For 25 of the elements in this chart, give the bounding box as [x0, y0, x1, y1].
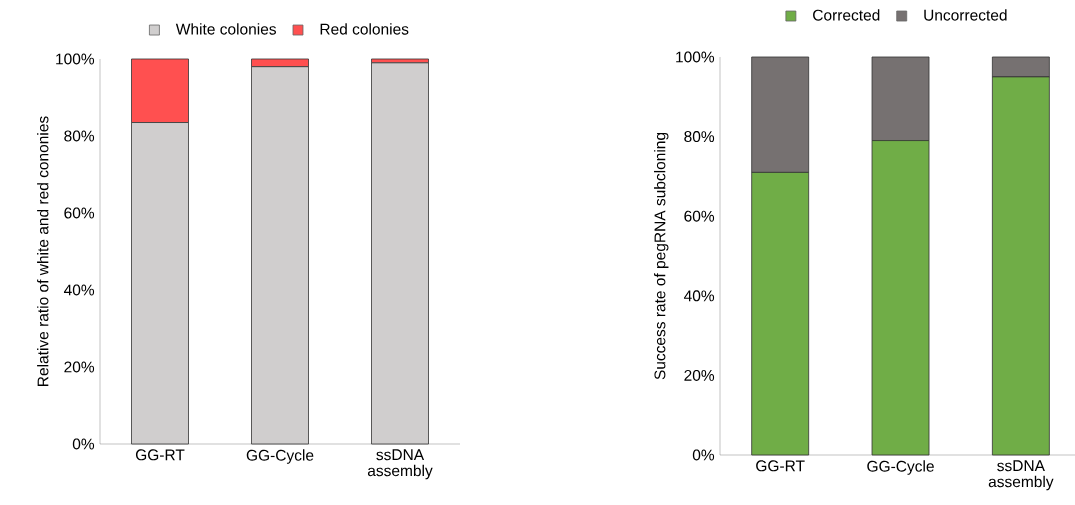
y-tick-label: 80% — [64, 130, 95, 142]
y-tick-label: 60% — [684, 210, 715, 222]
y-tick-label: 0% — [72, 438, 95, 450]
legend-label: Red colonies — [320, 23, 409, 35]
x-tick-label: GG-Cycle — [246, 449, 314, 464]
y-tick-label: 100% — [676, 51, 715, 63]
y-axis-title: Success rate of pegRNA subcloning — [654, 132, 669, 380]
y-tick-label: 40% — [63, 284, 95, 296]
x-tick-label: ssDNA assembly — [988, 460, 1054, 491]
x-tick-label: ssDNA assembly — [367, 449, 433, 480]
legend-label: Corrected — [813, 9, 880, 21]
legend-label: Uncorrected — [924, 9, 1007, 21]
y-tick-label: 20% — [64, 361, 95, 373]
x-tick-label: GG-Cycle — [867, 460, 934, 475]
y-tick-label: 40% — [683, 290, 715, 302]
y-tick-label: 80% — [684, 131, 715, 143]
x-tick-label: GG-RT — [756, 460, 805, 472]
y-tick-label: 0% — [692, 449, 715, 461]
y-axis-title: Relative ratio of white and red cononies — [37, 116, 49, 386]
x-tick-label: GG-RT — [135, 449, 185, 461]
y-tick-label: 100% — [56, 53, 95, 65]
legend-label: White colonies — [175, 23, 277, 35]
y-tick-label: 20% — [684, 369, 715, 381]
bar — [371, 62, 429, 445]
y-tick-label: 60% — [64, 207, 95, 219]
